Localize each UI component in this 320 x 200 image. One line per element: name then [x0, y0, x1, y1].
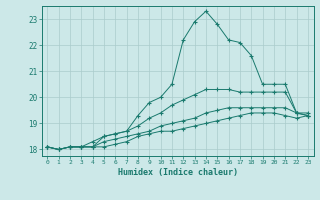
X-axis label: Humidex (Indice chaleur): Humidex (Indice chaleur) [118, 168, 237, 177]
